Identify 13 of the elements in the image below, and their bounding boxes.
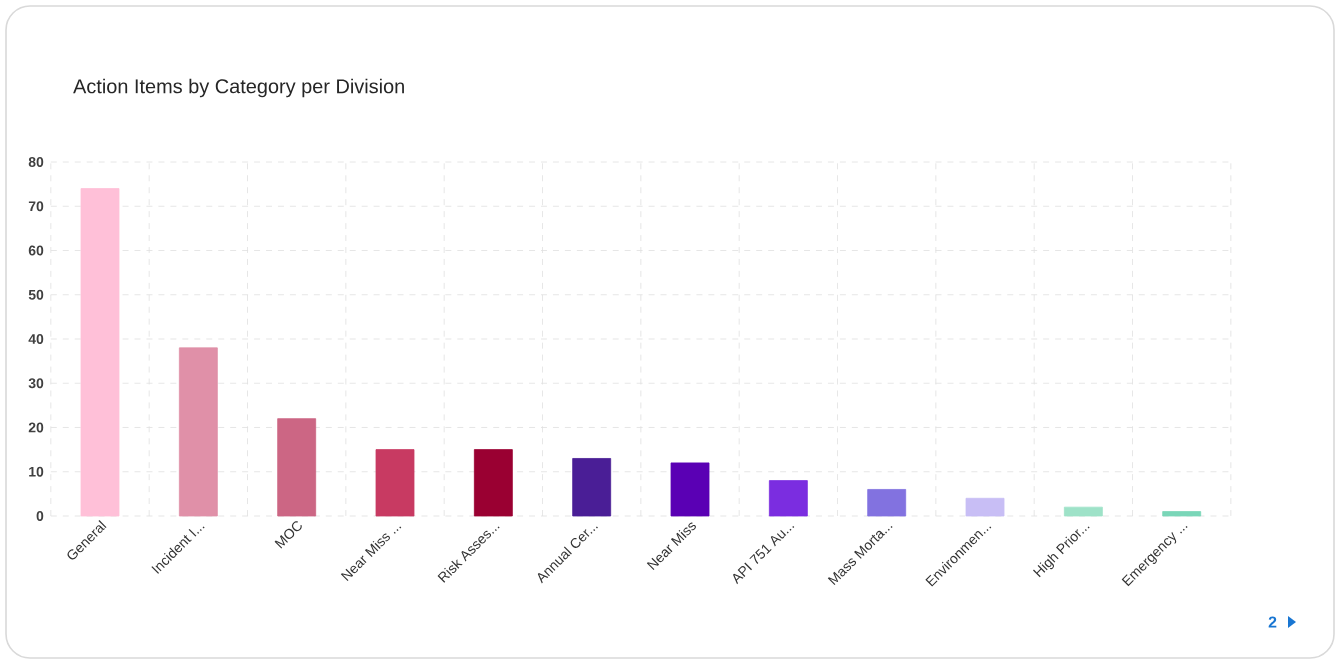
bar bbox=[670, 462, 710, 517]
bar bbox=[768, 480, 808, 517]
bar bbox=[277, 418, 317, 517]
bar bbox=[473, 449, 513, 517]
bar bbox=[1063, 506, 1103, 517]
bar bbox=[965, 497, 1005, 517]
bar bbox=[867, 489, 907, 517]
bar bbox=[80, 188, 120, 517]
bar bbox=[375, 449, 415, 517]
bar bbox=[572, 458, 612, 517]
chart-title: Action Items by Category per Division bbox=[73, 78, 404, 98]
bar bbox=[178, 347, 218, 517]
bar bbox=[1162, 511, 1202, 517]
